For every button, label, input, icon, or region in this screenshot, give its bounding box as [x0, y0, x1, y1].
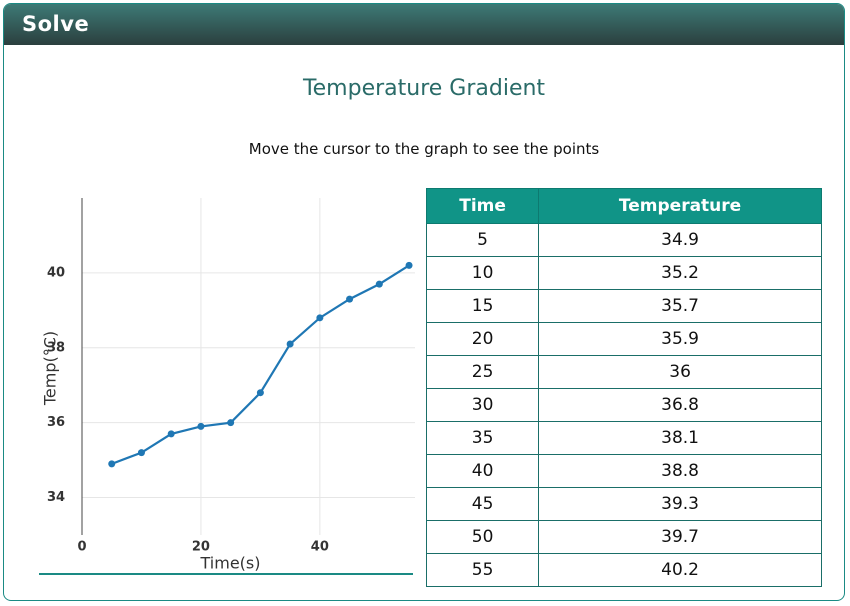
table-cell: 55 [425, 553, 540, 587]
table-cell: 38.1 [538, 421, 822, 455]
header-title: Solve [22, 12, 90, 36]
table-cell: 35.7 [538, 289, 822, 323]
table-row: 25 36 [425, 355, 822, 389]
table-row: 30 36.8 [425, 388, 822, 422]
table-cell: 35.2 [538, 256, 822, 290]
table-cell: 35 [425, 421, 540, 455]
table-cell: 25 [425, 355, 540, 389]
table-cell: 40 [425, 454, 540, 488]
table-row: 55 40.2 [425, 553, 822, 587]
table-row: 10 35.2 [425, 256, 822, 290]
table-cell: 34.9 [538, 223, 822, 257]
table-cell: 36.8 [538, 388, 822, 422]
table-cell: 35.9 [538, 322, 822, 356]
data-table: Time Temperature 5 34.9 10 35.2 15 35.7 20 35.9 2… [425, 188, 822, 587]
table-row: 50 39.7 [425, 520, 822, 554]
table-cell: 45 [425, 487, 540, 521]
table-row: 35 38.1 [425, 421, 822, 455]
column-header: Time [425, 188, 540, 224]
column-header: Temperature [538, 188, 822, 224]
instruction: Move the cursor to the graph to see the … [248, 140, 600, 158]
table-cell: 20 [425, 322, 540, 356]
header-bar: Solve [4, 4, 844, 45]
table-cell: 36 [538, 355, 822, 389]
table-cell: 5 [425, 223, 540, 257]
table-row: 5 34.9 [425, 223, 822, 257]
table-row: 45 39.3 [425, 487, 822, 521]
table-cell: 50 [425, 520, 540, 554]
table-row: 15 35.7 [425, 289, 822, 323]
table-row: 40 38.8 [425, 454, 822, 488]
table-cell: 40.2 [538, 553, 822, 587]
header-row: Time Temperature [425, 188, 822, 224]
table-body: 5 34.9 10 35.2 15 35.7 20 35.9 25 36 30 36.8 35 38.1 4… [425, 223, 822, 587]
table-cell: 15 [425, 289, 540, 323]
table-cell: 38.8 [538, 454, 822, 488]
table-cell: 39.7 [538, 520, 822, 554]
table-row: 20 35.9 [425, 322, 822, 356]
page-title: Temperature Gradient [302, 76, 546, 101]
table-cell: 10 [425, 256, 540, 290]
window: Solve Temperature Gradient Move the curs… [3, 3, 845, 601]
table-cell: 30 [425, 388, 540, 422]
table-cell: 39.3 [538, 487, 822, 521]
